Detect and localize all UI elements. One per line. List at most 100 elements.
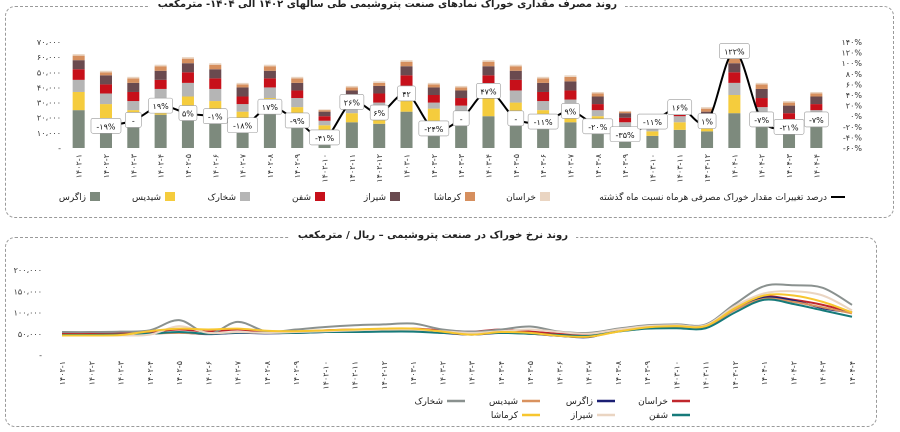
bar-segment	[318, 110, 331, 112]
bar-segment	[755, 84, 768, 89]
x-axis-tick: ۱۴۰۳-۱	[403, 154, 412, 178]
legend-swatch	[240, 192, 250, 201]
bar-segment	[99, 104, 112, 120]
x-axis-tick: ۱۴۰۲-۱۲	[375, 154, 384, 183]
bar-segment	[537, 123, 550, 148]
x-axis-tick: ۱۴۰۳-۱۲	[703, 154, 712, 183]
legend-label: زاگرس	[566, 395, 593, 407]
bar-segment	[673, 116, 686, 123]
x-axis-tick: ۱۴۰۲-۴	[157, 154, 166, 178]
bar-segment	[537, 78, 550, 83]
bar-segment	[728, 72, 741, 83]
bar-segment	[154, 70, 167, 80]
bar-segment	[728, 113, 741, 148]
bar-segment	[263, 70, 276, 79]
pct-label-box	[773, 119, 805, 135]
pct-label: ۱۷%	[262, 103, 279, 112]
bar-segment	[236, 104, 249, 112]
legend-label: شفن	[292, 193, 311, 203]
x-axis-tick: ۱۴۰۳-۴	[484, 154, 493, 178]
pct-label-box	[309, 129, 340, 146]
bar-segment	[509, 119, 522, 148]
bar-segment	[209, 117, 222, 148]
bar-segment	[509, 79, 522, 91]
pct-label: ۱۲۲%	[724, 48, 745, 57]
bar-segment	[564, 76, 577, 82]
x-axis-tick: ۱۴۰۳-۹	[621, 154, 630, 178]
bar-segment	[564, 90, 577, 100]
bar-segment	[591, 93, 604, 97]
y-axis-tick-left: ۴۰،۰۰۰	[37, 83, 61, 92]
bar-segment	[455, 98, 468, 106]
pct-label-box	[561, 103, 580, 119]
y-axis-tick: ۱۰۰،۰۰۰	[14, 309, 42, 318]
x-axis-tick: ۱۴۰۴-۳	[819, 360, 828, 385]
legend-label: شیراز	[570, 411, 593, 421]
pct-label: -۱۸%	[233, 122, 252, 131]
x-axis-tick: ۱۴۰۳-۱۲	[731, 361, 740, 390]
legend-swatch	[540, 192, 550, 201]
bar-segment	[154, 64, 167, 67]
x-axis-tick: ۱۴۰۲-۱۲	[380, 361, 389, 390]
bar-segment	[181, 116, 194, 148]
pct-label-box	[257, 98, 283, 115]
bar-segment	[345, 90, 358, 97]
pct-label-box	[527, 113, 559, 130]
x-axis-tick: ۱۴۰۲-۹	[293, 154, 302, 178]
pct-label-box	[418, 120, 450, 137]
bar-segment	[263, 66, 276, 71]
x-axis-tick: ۱۴۰۲-۱۱	[351, 361, 360, 390]
bar-segment	[181, 57, 194, 59]
x-axis-tick: ۱۴۰۲-۱۰	[321, 361, 330, 390]
bar-segment	[373, 85, 386, 94]
pct-label-box	[284, 112, 310, 129]
x-axis-tick: ۱۴۰۲-۵	[175, 361, 184, 385]
bar-segment	[99, 93, 112, 105]
bar-segment	[673, 129, 686, 148]
y-axis-tick: ۵۰،۰۰۰	[18, 330, 42, 339]
legend-label: خراسان	[506, 193, 536, 203]
x-axis-tick: ۱۴۰۲-۴	[146, 361, 155, 385]
pct-label-box	[202, 108, 228, 125]
bar-segment	[482, 60, 495, 62]
y-axis-tick-right: -۲۰%	[843, 123, 862, 132]
bar-segment	[127, 78, 140, 83]
bar-segment	[619, 117, 632, 123]
x-axis-tick: ۱۴۰۴-۳	[785, 153, 794, 178]
pct-label: ۹%	[564, 107, 576, 116]
x-axis-tick: ۱۴۰۴-۲	[789, 361, 798, 385]
x-axis-tick: ۱۴۰۲-۳	[117, 360, 126, 385]
pct-label-box	[227, 117, 258, 134]
x-axis-tick: ۱۴۰۳-۳	[468, 360, 477, 385]
bar-segment	[181, 58, 194, 64]
y-axis-tick-right: ۱۰۰%	[842, 59, 863, 68]
bar-segment	[400, 111, 413, 148]
bar-segment	[591, 110, 604, 117]
bar-segment	[99, 84, 112, 94]
bar-segment	[564, 81, 577, 91]
bar-segment	[482, 75, 495, 86]
bar-segment	[509, 64, 522, 67]
bar-segment	[427, 108, 440, 123]
x-axis-tick: ۱۴۰۳-۱۰	[672, 361, 681, 390]
pct-label: ۲۶%	[344, 98, 361, 107]
bar-segment	[263, 78, 276, 88]
legend-label: شخارک	[415, 396, 444, 407]
bar-segment	[72, 54, 85, 56]
x-axis-tick: ۱۴۰۴-۴	[848, 361, 857, 385]
pct-label: -۲۴%	[424, 125, 443, 134]
legend-label: کرماشا	[491, 411, 519, 421]
bar-segment	[72, 79, 85, 92]
pct-label-box	[125, 112, 142, 128]
y-axis-tick-right: ۱۴۰%	[842, 38, 863, 47]
legend-label: خراسان	[638, 397, 668, 407]
bar-segment	[263, 64, 276, 67]
bar-segment	[537, 101, 550, 111]
bar-segment	[127, 122, 140, 148]
bar-segment	[427, 84, 440, 88]
bar-segment	[236, 96, 249, 105]
legend-swatch	[90, 192, 100, 201]
x-axis-tick: ۱۴۰۳-۱۰	[648, 154, 657, 183]
x-axis-tick: ۱۴۰۳-۲	[430, 154, 439, 178]
bar-segment	[619, 110, 632, 112]
